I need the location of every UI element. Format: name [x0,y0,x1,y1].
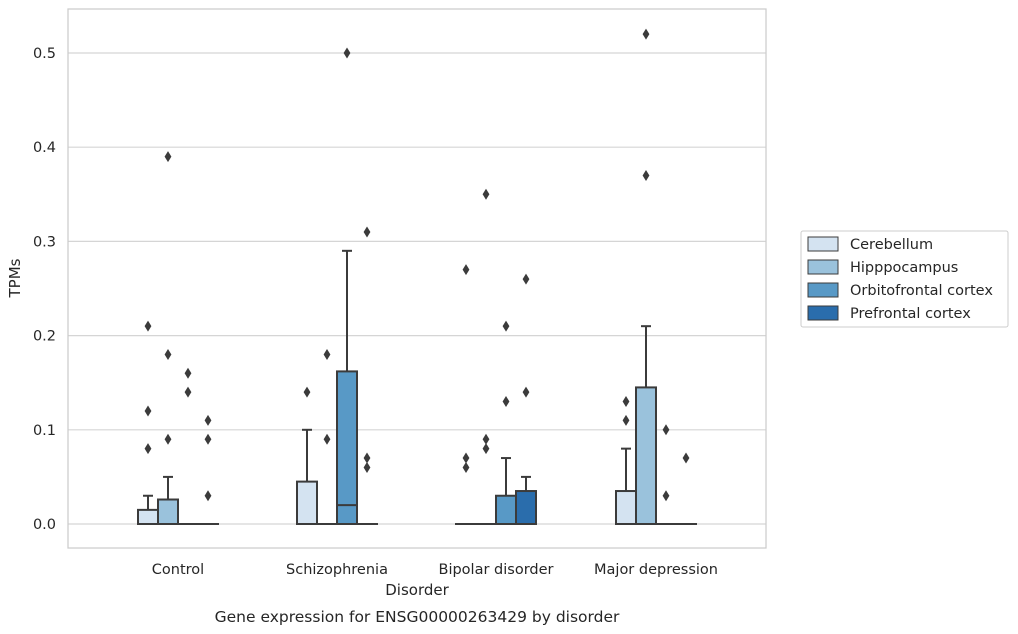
x-tick-label: Control [152,562,204,578]
box-rect [296,480,318,525]
box-group [495,320,517,525]
box-group [137,320,159,525]
legend-label: Prefrontal cortex [850,306,971,322]
y-tick-label: 0.3 [33,234,56,250]
box-group [675,452,697,526]
outlier-point [144,320,152,332]
x-axis-label: Disorder [385,581,449,599]
box-rect [157,498,179,525]
box-group [356,226,378,526]
legend-swatch [807,236,839,252]
outlier-point [462,452,470,464]
box-group [336,47,358,525]
outlier-point [462,264,470,276]
x-tick-label: Schizophrenia [286,562,388,578]
legend-swatch [807,282,839,298]
box-group [655,424,677,526]
y-tick-label: 0.1 [33,423,56,439]
outlier-point [164,433,172,445]
outlier-point [343,47,351,59]
box-plot-series [137,28,697,526]
outlier-point [144,443,152,455]
outlier-point [363,461,371,473]
outlier-point [522,273,530,285]
outlier-point [204,490,212,502]
box-group [157,151,179,525]
outlier-point [662,490,670,502]
y-tick-label: 0.4 [33,140,56,156]
outlier-point [303,386,311,398]
gridlines [68,52,766,525]
y-axis-label: TPMs [6,258,24,298]
outlier-point [184,367,192,379]
outlier-point [642,28,650,40]
y-tick-label: 0.0 [33,517,56,533]
box-group [316,348,338,526]
outlier-point [363,452,371,464]
outlier-point [164,151,172,163]
x-tick-label: Major depression [594,562,718,578]
chart-title: Gene expression for ENSG00000263429 by d… [215,608,620,626]
legend-label: Cerebellum [850,237,933,253]
plot-area-frame [67,8,767,549]
outlier-point [482,188,490,200]
box-group [197,414,219,526]
box-rect [336,370,358,525]
outlier-point [482,443,490,455]
box-group [296,386,318,525]
y-tick-label: 0.2 [33,329,56,345]
outlier-point [462,461,470,473]
outlier-point [482,433,490,445]
outlier-point [363,226,371,238]
outlier-point [184,386,192,398]
x-axis-ticks: Control Schizophrenia Bipolar disorder Majo… [152,562,718,578]
y-tick-label: 0.5 [33,46,56,62]
box-group [177,367,199,526]
outlier-point [204,433,212,445]
legend-frame [800,230,1009,328]
box-group [635,28,657,525]
legend-swatch [807,305,839,321]
y-axis-ticks: 0.0 0.1 0.2 0.3 0.4 0.5 [33,46,56,533]
outlier-point [204,414,212,426]
legend-label: Hipppocampus [850,260,958,276]
outlier-point [502,320,510,332]
box-group [615,396,637,525]
box-group [455,264,477,526]
outlier-point [144,405,152,417]
box-rect [495,494,517,525]
outlier-point [622,414,630,426]
outlier-point [502,396,510,408]
legend: Cerebellum Hipppocampus Orbitofrontal cort… [800,230,1009,328]
outlier-point [323,348,331,360]
outlier-point [323,433,331,445]
box-rect [635,386,657,525]
outlier-point [662,424,670,436]
box-rect [137,508,159,525]
legend-swatch [807,259,839,275]
box-group [515,273,537,525]
outlier-point [642,169,650,181]
x-tick-label: Bipolar disorder [439,562,554,578]
box-rect [515,490,537,525]
outlier-point [164,348,172,360]
box-rect [615,490,637,525]
legend-label: Orbitofrontal cortex [850,283,993,299]
outlier-point [682,452,690,464]
outlier-point [522,386,530,398]
outlier-point [622,396,630,408]
box-group [475,188,497,526]
